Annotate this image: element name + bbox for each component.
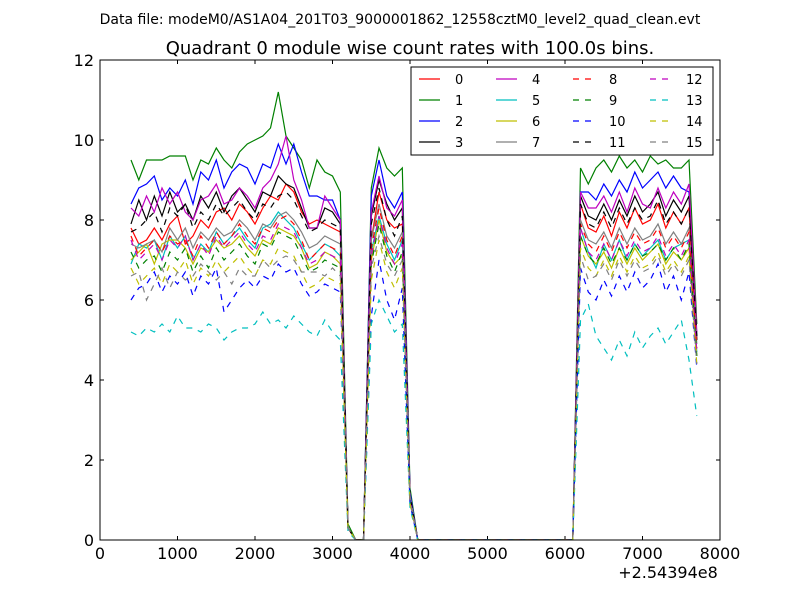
plot-lines — [130, 91, 698, 540]
y-tick-labels: 0 2 4 6 8 10 12 — [74, 51, 94, 550]
series-line-4 — [130, 135, 698, 540]
x-tick-label: 8000 — [700, 544, 741, 563]
chart-title: Quadrant 0 module wise count rates with … — [166, 38, 655, 59]
x-tick-labels: 0 1000 2000 3000 4000 5000 6000 7000 8000 — [95, 544, 740, 563]
y-tick-label: 0 — [84, 531, 94, 550]
legend-label: 12 — [686, 73, 703, 88]
legend-label: 11 — [609, 136, 626, 151]
legend-label: 5 — [532, 94, 540, 109]
legend-label: 10 — [609, 115, 626, 130]
x-tick-label: 0 — [95, 544, 105, 563]
y-tick-label: 4 — [84, 371, 94, 390]
legend-label: 3 — [455, 136, 463, 151]
x-tick-label: 1000 — [157, 544, 198, 563]
legend-label: 14 — [686, 115, 703, 130]
legend-label: 15 — [686, 136, 703, 151]
x-tick-label: 3000 — [312, 544, 353, 563]
series-line-6 — [130, 219, 698, 540]
x-tick-label: 5000 — [467, 544, 508, 563]
series-line-12 — [130, 215, 698, 540]
series-line-7 — [130, 203, 698, 540]
legend-label: 4 — [532, 73, 540, 88]
plot-frame — [99, 59, 721, 541]
legend-label: 9 — [609, 94, 617, 109]
y-tick-label: 8 — [84, 211, 94, 230]
x-tick-label: 4000 — [390, 544, 431, 563]
x-tick-label: 6000 — [545, 544, 586, 563]
series-line-14 — [130, 239, 698, 540]
legend-label: 13 — [686, 94, 703, 109]
series-line-15 — [130, 233, 698, 540]
x-tick-label: 2000 — [235, 544, 276, 563]
series-line-1 — [130, 91, 698, 540]
x-offset-label: +2.54394e8 — [618, 563, 718, 582]
legend-label: 7 — [532, 136, 540, 151]
y-tick-label: 10 — [74, 131, 94, 150]
legend-label: 6 — [532, 115, 540, 130]
series-line-5 — [130, 211, 698, 540]
legend-label: 0 — [455, 73, 463, 88]
legend-label: 2 — [455, 115, 463, 130]
series-line-10 — [130, 259, 698, 540]
legend-label: 1 — [455, 94, 463, 109]
y-tick-label: 6 — [84, 291, 94, 310]
y-tick-label: 2 — [84, 451, 94, 470]
legend-label: 8 — [609, 73, 617, 88]
y-tick-label: 12 — [74, 51, 94, 70]
legend-box — [410, 66, 714, 156]
series-line-2 — [130, 142, 698, 540]
x-tick-label: 7000 — [622, 544, 663, 563]
series-line-9 — [130, 223, 698, 540]
datafile-label: Data file: modeM0/AS1A04_201T03_90000018… — [100, 12, 701, 28]
series-line-13 — [130, 298, 698, 540]
